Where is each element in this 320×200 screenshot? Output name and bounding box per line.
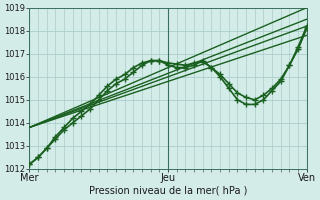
X-axis label: Pression niveau de la mer( hPa ): Pression niveau de la mer( hPa )	[89, 186, 247, 196]
